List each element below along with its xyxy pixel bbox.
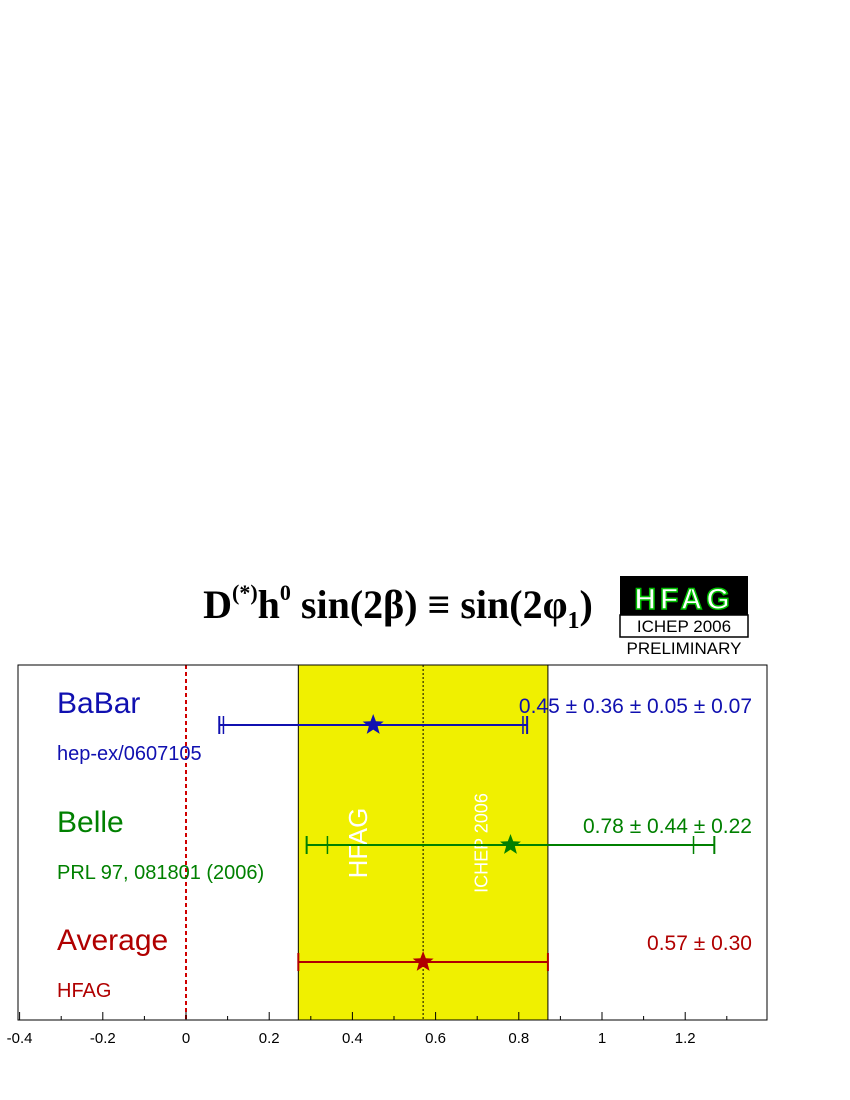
measurement-name: BaBar — [57, 687, 140, 720]
measurement-name: Average — [57, 924, 168, 957]
measurement-result: 0.57 ± 0.30 — [647, 932, 752, 955]
x-tick-label: -0.4 — [7, 1030, 33, 1047]
chart-title: D(*)h0 sin(2β) ≡ sin(2φ1) — [203, 580, 593, 634]
band-watermark-hfag: HFAG — [343, 808, 373, 879]
measurement-babar: BaBar hep-ex/0607105 0.45 ± 0.36 ± 0.05 ± … — [57, 687, 752, 765]
measurement-reference: HFAG — [57, 980, 111, 1002]
measurement-result: 0.78 ± 0.44 ± 0.22 — [583, 815, 752, 838]
measurements: BaBar hep-ex/0607105 0.45 ± 0.36 ± 0.05 ± … — [57, 687, 752, 1002]
central-value-star — [412, 951, 434, 971]
central-value-star — [500, 834, 521, 854]
x-tick-label: 0 — [182, 1030, 190, 1047]
x-tick-label: 0.4 — [342, 1030, 363, 1047]
badge-conference-text: ICHEP 2006 — [637, 617, 731, 636]
measurement-reference: hep-ex/0607105 — [57, 743, 202, 765]
badge-logo-box — [620, 576, 748, 615]
x-axis: -0.4 -0.2 0 0.2 0.4 0.6 0.8 1 1.2 — [7, 1012, 728, 1047]
hfag-badge: HFAG ICHEP 2006 PRELIMINARY — [619, 576, 749, 658]
central-value-star — [362, 714, 384, 734]
badge-status-text: PRELIMINARY — [627, 639, 742, 658]
x-tick-label: 0.8 — [508, 1030, 529, 1047]
plot-frame — [17, 664, 768, 1021]
measurement-name: Belle — [57, 806, 124, 839]
x-tick-label: -0.2 — [90, 1030, 116, 1047]
badge-conference-box — [619, 614, 749, 638]
x-tick-label: 1 — [598, 1030, 606, 1047]
measurement-reference: PRL 97, 081801 (2006) — [57, 862, 264, 884]
badge-logo-text: HFAG — [634, 583, 733, 616]
x-tick-label: 1.2 — [675, 1030, 696, 1047]
measurement-belle: Belle PRL 97, 081801 (2006) 0.78 ± 0.44 ± … — [57, 806, 752, 884]
band-watermark-ichep: ICHEP 2006 — [472, 793, 492, 893]
measurement-average: Average HFAG 0.57 ± 0.30 — [57, 924, 752, 1002]
measurement-result: 0.45 ± 0.36 ± 0.05 ± 0.07 — [519, 695, 752, 718]
x-tick-label: 0.2 — [259, 1030, 280, 1047]
x-tick-label: 0.6 — [425, 1030, 446, 1047]
